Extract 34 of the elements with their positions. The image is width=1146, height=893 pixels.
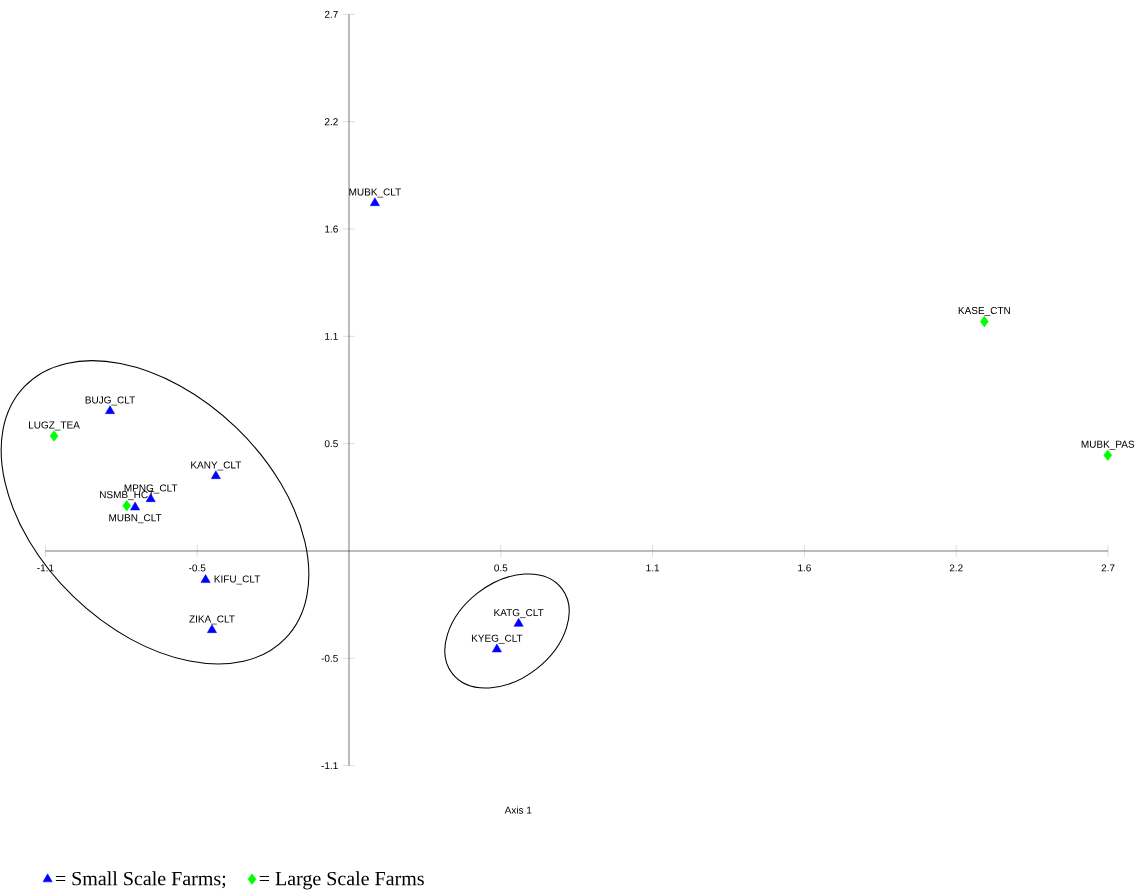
- y-tick-label: 2.7: [324, 10, 338, 18]
- annotation: MUBN_CLT: [109, 514, 162, 524]
- annotation: ZIKA_CLT: [189, 615, 235, 625]
- point: [49, 430, 59, 442]
- y-tick-label: -1.1: [321, 762, 338, 770]
- annotation: KANY_CLT: [191, 461, 242, 471]
- point: [130, 501, 140, 511]
- y-tick-label: 2.2: [324, 118, 338, 126]
- point: [200, 574, 211, 583]
- point: [122, 500, 131, 512]
- x-tick-label: -0.5: [189, 564, 206, 572]
- point: [1103, 449, 1113, 461]
- point: [492, 643, 502, 653]
- legend-label: = Large Scale Farms: [259, 871, 424, 890]
- legend-label: = Small Scale Farms;: [55, 871, 226, 889]
- annotation: BUJG_CLT: [85, 396, 135, 406]
- annotation: LUGZ_TEA: [29, 421, 80, 431]
- y-tick-label: -0.5: [321, 654, 338, 662]
- x-tick-label: 1.1: [646, 564, 660, 572]
- y-tick-label: 1.1: [325, 332, 338, 340]
- y-tick-label: 1.6: [325, 225, 338, 233]
- y-tick-label: 0.5: [324, 440, 338, 448]
- x-axis-title: Axis 1: [504, 806, 532, 814]
- annotation: KYEG_CLT: [471, 634, 523, 644]
- annotation: MUBK_CLT: [349, 188, 401, 198]
- point: [513, 618, 524, 627]
- x-tick-label: 1.6: [798, 564, 811, 572]
- x-tick-label: 2.2: [949, 564, 963, 572]
- annotation: MUBK_PAS: [1081, 440, 1135, 450]
- annotation: KASE_CTN: [958, 307, 1010, 316]
- annotation: KIFU_CLT: [214, 575, 261, 585]
- x-tick-label: 2.7: [1101, 564, 1115, 572]
- x-tick-label: 0.5: [494, 564, 508, 572]
- annotation: KATG_CLT: [494, 609, 544, 619]
